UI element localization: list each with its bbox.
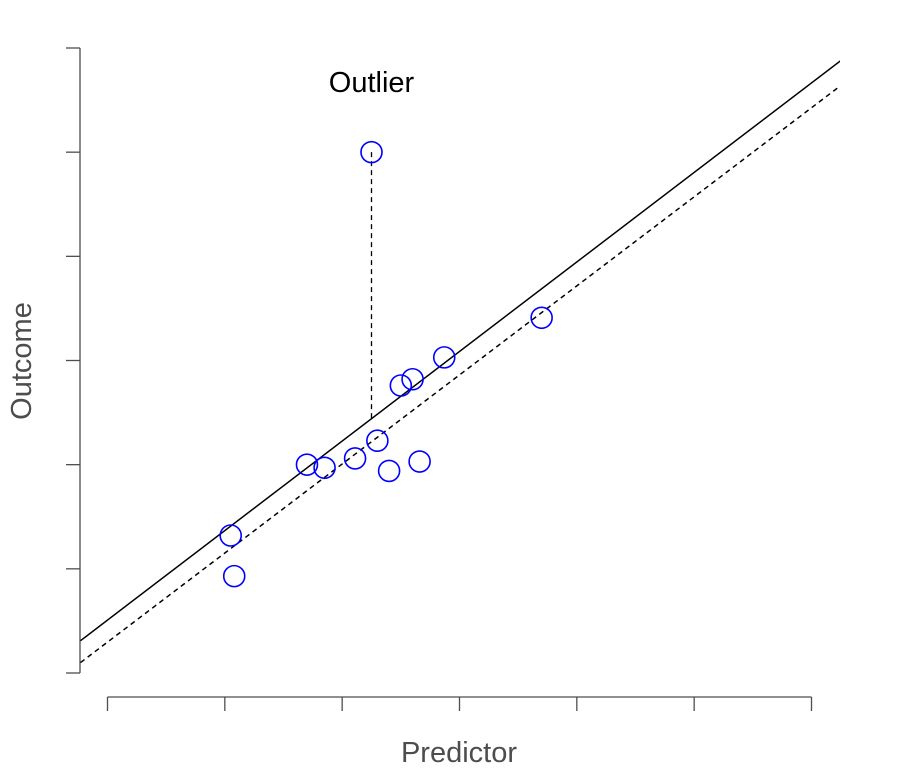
- fit-line-dashed: [80, 85, 840, 664]
- data-point: [313, 456, 336, 480]
- data-point: [219, 524, 242, 547]
- data-point: [432, 346, 456, 369]
- x-axis: [106, 696, 813, 711]
- x-axis-title: Predictor: [401, 737, 517, 769]
- fit-line-solid: [80, 60, 840, 642]
- annotations: Outlier: [329, 67, 415, 99]
- data-point: [295, 453, 319, 476]
- data-point: [343, 447, 367, 470]
- data-point: [366, 429, 389, 453]
- data-point: [360, 140, 383, 164]
- data-point: [530, 306, 553, 330]
- data-point: [389, 374, 413, 397]
- data-points: [219, 140, 553, 588]
- data-point: [401, 367, 424, 391]
- fit-lines: [80, 60, 840, 664]
- data-point: [377, 459, 401, 483]
- y-axis-title: Outcome: [6, 302, 38, 420]
- y-axis: [66, 47, 81, 674]
- data-point: [408, 450, 431, 473]
- outlier-label: Outlier: [329, 67, 415, 99]
- data-point: [222, 564, 246, 588]
